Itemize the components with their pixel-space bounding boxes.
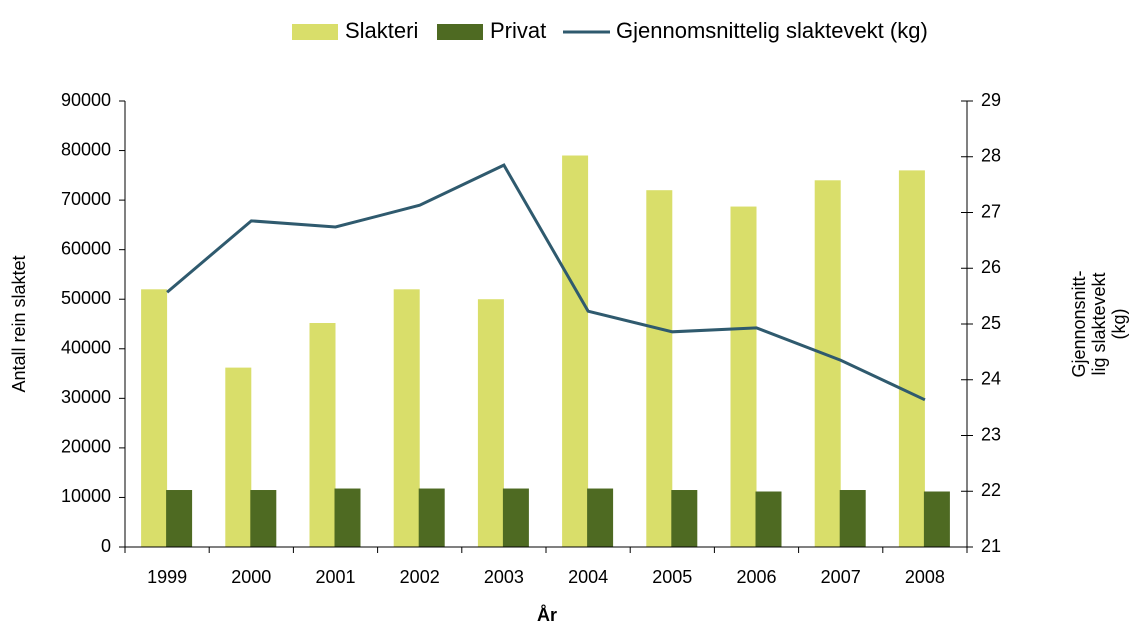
y2-tick-label: 23 (981, 424, 1001, 444)
y-tick-label: 10000 (61, 486, 111, 506)
bar (646, 190, 673, 547)
bar (755, 491, 782, 547)
y-tick-label: 50000 (61, 288, 111, 308)
line (166, 163, 926, 402)
x-tick-label: 2005 (652, 567, 692, 587)
bar (250, 490, 277, 547)
y2-tick-label: 24 (981, 369, 1001, 389)
y2-tick-label: 22 (981, 480, 1001, 500)
y2-tick-label: 26 (981, 257, 1001, 277)
y-tick-label: 80000 (61, 139, 111, 159)
y-tick-label: 20000 (61, 437, 111, 457)
bar (309, 323, 336, 547)
y2-tick-label: 21 (981, 536, 1001, 556)
legend-label: Gjennomsnittelig slaktevekt (kg) (616, 18, 928, 43)
y-tick-label: 0 (101, 536, 111, 556)
x-tick-label: 2000 (231, 567, 271, 587)
bar (814, 180, 841, 548)
y2-tick-label: 29 (981, 90, 1001, 110)
y-tick-label: 40000 (61, 338, 111, 358)
legend-label: Slakteri (345, 18, 418, 43)
x-tick-label: 2008 (905, 567, 945, 587)
x-tick-label: 1999 (147, 567, 187, 587)
y2-tick-label: 28 (981, 146, 1001, 166)
bar (839, 490, 866, 547)
bar (166, 490, 193, 547)
x-tick-label: 2003 (484, 567, 524, 587)
y2-tick-label: 27 (981, 201, 1001, 221)
bar (671, 490, 698, 547)
y-axis-title: Antall rein slaktet (9, 255, 29, 392)
bar (587, 488, 614, 547)
legend-label: Privat (490, 18, 546, 43)
legend-swatch (292, 24, 338, 40)
y-tick-label: 60000 (61, 238, 111, 258)
y-tick-label: 30000 (61, 387, 111, 407)
y2-axis-title: (kg) (1109, 309, 1129, 340)
y-tick-label: 90000 (61, 90, 111, 110)
x-tick-label: 2002 (400, 567, 440, 587)
bar (923, 491, 950, 547)
y-tick-label: 70000 (61, 189, 111, 209)
bar (502, 488, 529, 547)
x-axis-title: År (537, 605, 557, 625)
x-tick-label: 2004 (568, 567, 608, 587)
bar (393, 289, 420, 547)
x-tick-label: 2007 (821, 567, 861, 587)
y2-tick-label: 25 (981, 313, 1001, 333)
bar (477, 299, 504, 547)
bar (334, 488, 361, 547)
x-tick-label: 2006 (736, 567, 776, 587)
legend-swatch (437, 24, 483, 40)
bar (562, 155, 589, 547)
bar (141, 289, 168, 547)
x-tick-label: 2001 (315, 567, 355, 587)
bar (730, 206, 757, 547)
bar (418, 488, 445, 547)
bar (898, 170, 925, 547)
y2-axis-title: lig slaktevekt (1089, 272, 1109, 375)
bar (225, 367, 252, 547)
y2-axis-title: Gjennonsnitt- (1069, 270, 1089, 377)
